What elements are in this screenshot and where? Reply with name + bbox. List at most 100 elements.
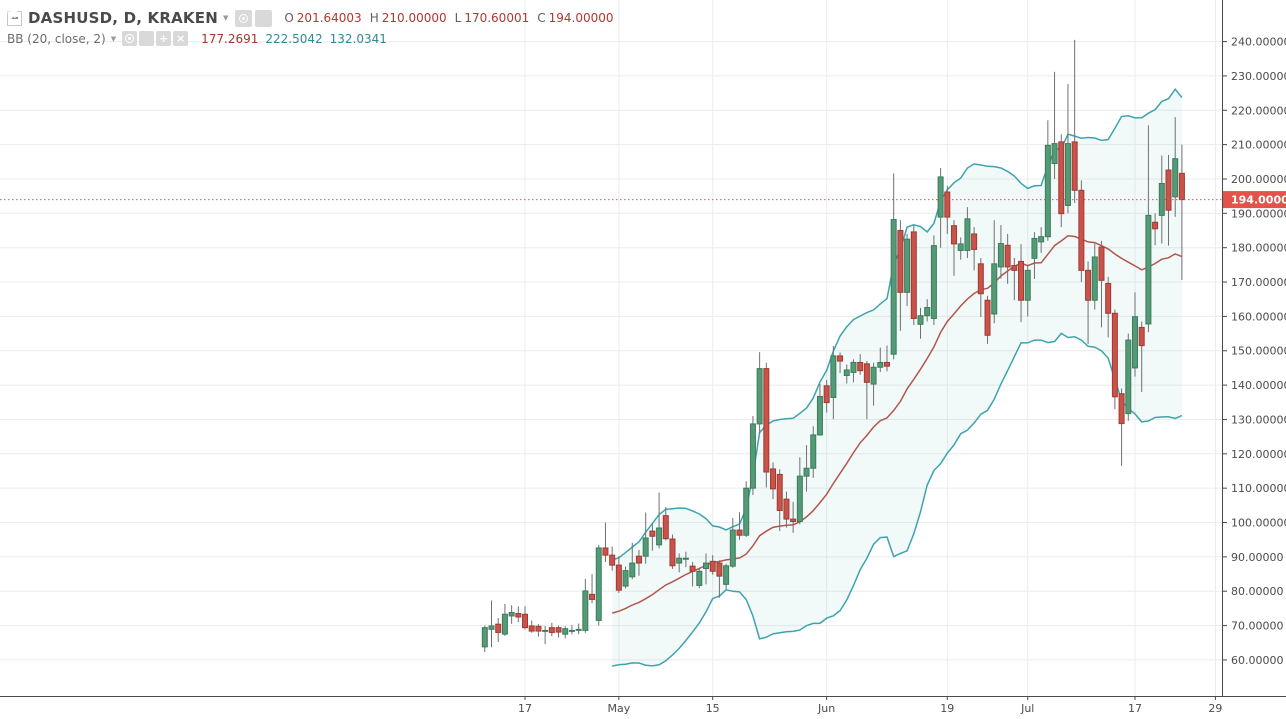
candle (575, 623, 582, 635)
candle (629, 542, 636, 580)
symbol-settings-button[interactable] (7, 8, 273, 27)
axis-lines (0, 0, 1286, 697)
ohlc-key: L (454, 11, 462, 25)
candle (877, 347, 884, 373)
candle (1172, 117, 1179, 217)
candle (904, 233, 911, 307)
candle (662, 507, 669, 541)
time-tick-label: 17 (1128, 702, 1142, 715)
candle (823, 379, 830, 413)
candle (682, 551, 689, 568)
candle (669, 534, 676, 569)
close-icon: × (176, 32, 186, 45)
candle (488, 600, 495, 648)
price-tick-label: 140.00000 (1231, 379, 1286, 392)
grid-lines (0, 0, 1222, 696)
candle (515, 606, 522, 623)
price-tick-label: 80.00000 (1231, 585, 1284, 598)
candle (910, 225, 917, 325)
price-tick-label: 70.00000 (1231, 620, 1284, 633)
candle (656, 492, 663, 549)
candle (676, 553, 683, 573)
candle (1165, 154, 1172, 246)
candle (1111, 309, 1118, 410)
hide-indicator-button[interactable] (122, 31, 138, 46)
hide-symbol-button[interactable] (235, 9, 253, 27)
price-tick-label: 90.00000 (1231, 551, 1284, 564)
candle (702, 553, 709, 585)
time-tick-label: 17 (518, 702, 532, 715)
candle (977, 257, 984, 318)
price-tick-label: 210.00000 (1231, 139, 1286, 152)
candle (743, 481, 750, 537)
symbol-title[interactable]: DASHUSD, D, KRAKEN (28, 9, 218, 27)
candle (649, 523, 656, 551)
candle (595, 544, 602, 626)
candle (562, 626, 569, 639)
time-tick-label: Jul (1020, 702, 1034, 715)
candle (602, 522, 609, 563)
candle (1004, 233, 1011, 284)
candle (716, 560, 723, 598)
time-axis[interactable]: 17 May 15 Jun 19 Jul 17 29 (518, 696, 1222, 715)
chevron-down-icon[interactable]: ▼ (110, 34, 117, 43)
low-value: 170.60001 (464, 11, 530, 25)
add-indicator-button[interactable]: + (156, 31, 172, 46)
ohlc-key: C (537, 11, 546, 25)
price-tick-label: 240.00000 (1231, 36, 1286, 49)
chart-legend: DASHUSD, D, KRAKEN ▼ O 201.64003 H 210.000… (7, 8, 614, 47)
price-tick-label: 130.00000 (1231, 413, 1286, 426)
candle (937, 167, 944, 248)
candle (736, 512, 743, 540)
candle (863, 361, 870, 420)
candle (568, 624, 575, 635)
candle (1011, 257, 1018, 301)
candle (723, 563, 730, 590)
candle (689, 562, 696, 587)
candle (984, 295, 991, 344)
candle (709, 555, 716, 575)
price-axis[interactable]: 240.00000 230.00000 220.00000 210.00000 200.… (1222, 36, 1286, 667)
candle (635, 549, 642, 576)
candle (609, 546, 616, 571)
open-value: 201.64003 (296, 11, 362, 25)
candle (522, 606, 529, 630)
candle (1152, 213, 1159, 246)
candle (1118, 388, 1125, 466)
time-tick-label: Jun (817, 702, 835, 715)
remove-indicator-button[interactable]: × (173, 31, 189, 46)
candle (944, 185, 951, 234)
bb-upper-line (611, 87, 1183, 561)
candle (1125, 333, 1132, 421)
chevron-down-icon[interactable]: ▼ (222, 14, 229, 22)
ohlc-readout: O 201.64003 H 210.00000 L 170.60001 C 194.00… (284, 11, 613, 25)
candle (756, 352, 763, 434)
indicator-settings-button[interactable] (7, 8, 155, 46)
time-tick-label: 15 (706, 702, 720, 715)
candle (776, 469, 783, 532)
candle (1018, 244, 1025, 323)
time-tick-label: 29 (1208, 702, 1222, 715)
bb-basis-value: 177.2691 (201, 31, 259, 46)
candle (890, 173, 897, 360)
candle (857, 354, 864, 375)
price-tick-label: 170.00000 (1231, 276, 1286, 289)
candle (770, 462, 777, 500)
indicator-title[interactable]: BB (20, close, 2) (7, 31, 106, 46)
price-tick-label: 60.00000 (1231, 654, 1284, 667)
candle (1071, 39, 1078, 204)
candle (997, 225, 1004, 279)
candle (810, 426, 817, 478)
price-tick-label: 150.00000 (1231, 345, 1286, 358)
candle (796, 457, 803, 525)
price-tick-label: 190.00000 (1231, 207, 1286, 220)
gear-icon (7, 8, 17, 18)
candle (622, 566, 629, 589)
eye-icon (125, 34, 135, 43)
candle (763, 362, 770, 488)
candle (696, 567, 703, 589)
candle (528, 620, 535, 633)
candle (816, 384, 823, 436)
candle (508, 605, 515, 624)
